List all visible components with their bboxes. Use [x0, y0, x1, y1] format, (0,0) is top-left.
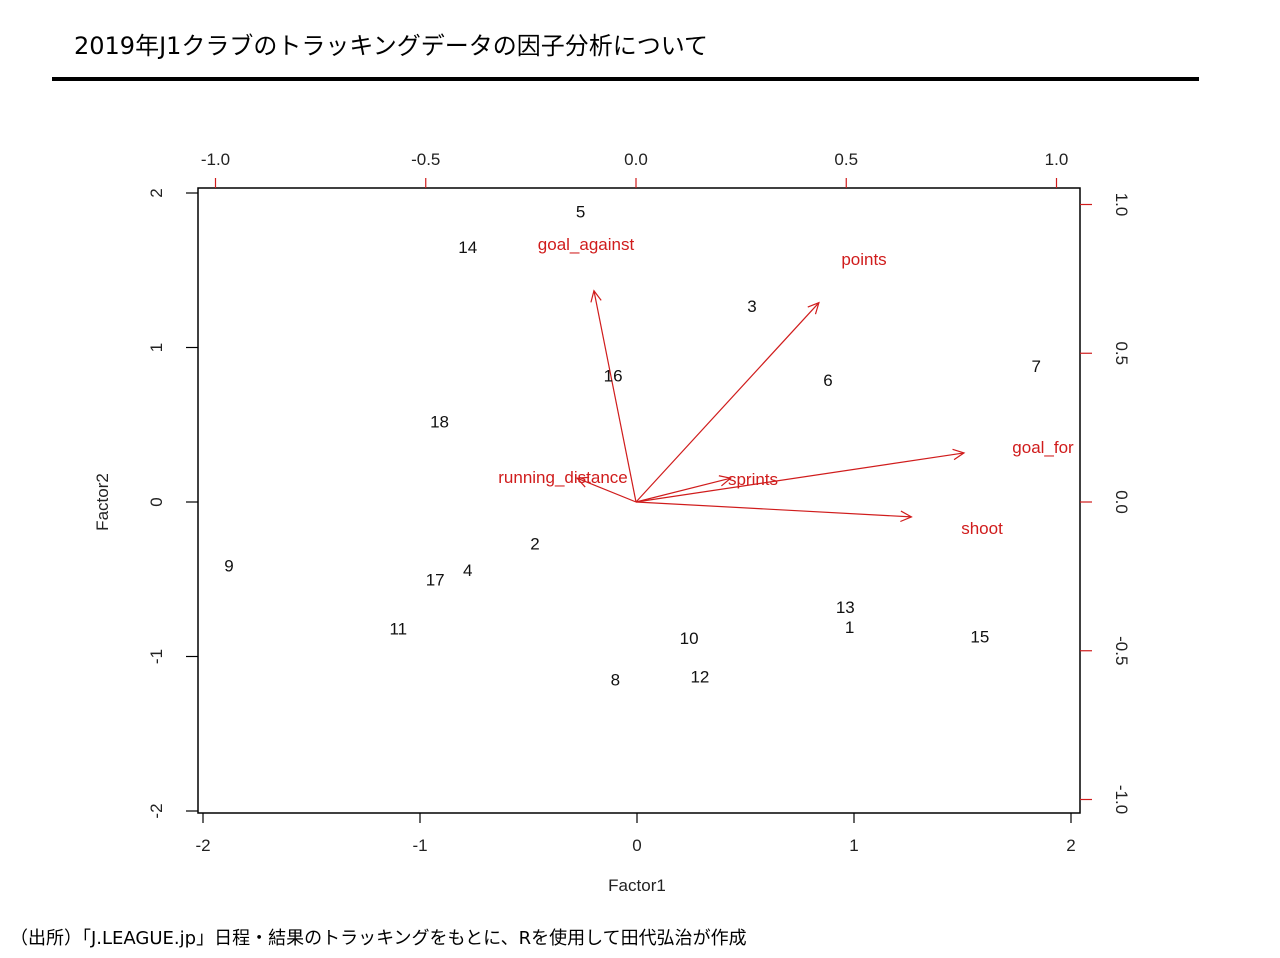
plot-frame	[197, 187, 1081, 814]
loading-label: points	[841, 250, 886, 269]
top-tick-label: -1.0	[201, 150, 230, 169]
top-tick-label: -0.5	[411, 150, 440, 169]
loading-arrows	[575, 289, 966, 523]
score-point-label: 9	[224, 556, 233, 575]
score-point-label: 2	[530, 535, 539, 554]
score-point-label: 15	[970, 627, 989, 646]
x-tick-label: -2	[195, 836, 210, 855]
score-point-label: 17	[426, 570, 445, 589]
loading-label: sprints	[728, 470, 778, 489]
loading-label: shoot	[961, 519, 1003, 538]
score-point-label: 18	[430, 413, 449, 432]
top-tick-label: 1.0	[1045, 150, 1069, 169]
top-tick-label: 0.5	[834, 150, 858, 169]
score-point-label: 4	[463, 561, 472, 580]
right-tick-label: 0.0	[1112, 490, 1131, 514]
score-point-label: 8	[611, 671, 620, 690]
right-tick-label: -0.5	[1112, 636, 1131, 665]
score-point-label: 16	[604, 366, 623, 385]
x-tick-label: 1	[849, 836, 858, 855]
loading-label: running_distance	[498, 468, 627, 487]
x-tick-label: 2	[1066, 836, 1075, 855]
loading-arrow-goal-against	[593, 290, 637, 503]
loading-arrow-shoot	[635, 501, 912, 518]
right-tick-label: 0.5	[1112, 341, 1131, 365]
y-tick-label: 1	[147, 343, 166, 352]
score-point-label: 6	[823, 371, 832, 390]
page-title: 2019年J1クラブのトラッキングデータの因子分析について	[74, 32, 708, 60]
y-axis-title: Factor2	[93, 473, 112, 531]
score-point-label: 14	[458, 238, 477, 257]
loading-arrow-goal-for	[635, 452, 965, 503]
loading-arrow-running-distance	[576, 477, 637, 503]
loading-label: goal_against	[538, 235, 635, 254]
score-point-label: 7	[1032, 357, 1041, 376]
score-point-label: 12	[690, 668, 709, 687]
x-axis-title: Factor1	[608, 876, 666, 895]
loading-arrow-points	[635, 302, 820, 503]
score-point-label: 1	[845, 618, 854, 637]
y-tick-label: -2	[147, 803, 166, 818]
source-note: （出所）「J.LEAGUE.jp」日程・結果のトラッキングをもとに、Rを使用して…	[10, 928, 747, 949]
loading-label: goal_for	[1012, 438, 1074, 457]
x-tick-label: -1	[412, 836, 427, 855]
y-tick-label: 0	[147, 497, 166, 506]
top-tick-label: 0.0	[624, 150, 648, 169]
x-tick-label: 0	[632, 836, 641, 855]
loading-arrow-sprints	[635, 477, 731, 503]
right-tick-label: 1.0	[1112, 193, 1131, 217]
right-tick-label: -1.0	[1112, 785, 1131, 814]
score-point-label: 10	[680, 629, 699, 648]
score-point-label: 11	[389, 620, 407, 639]
score-point-label: 5	[576, 203, 585, 222]
score-point-label: 13	[836, 598, 855, 617]
score-point-label: 3	[747, 297, 756, 316]
y-tick-label: -1	[147, 649, 166, 664]
title-divider	[52, 77, 1199, 81]
y-tick-label: 2	[147, 188, 166, 197]
